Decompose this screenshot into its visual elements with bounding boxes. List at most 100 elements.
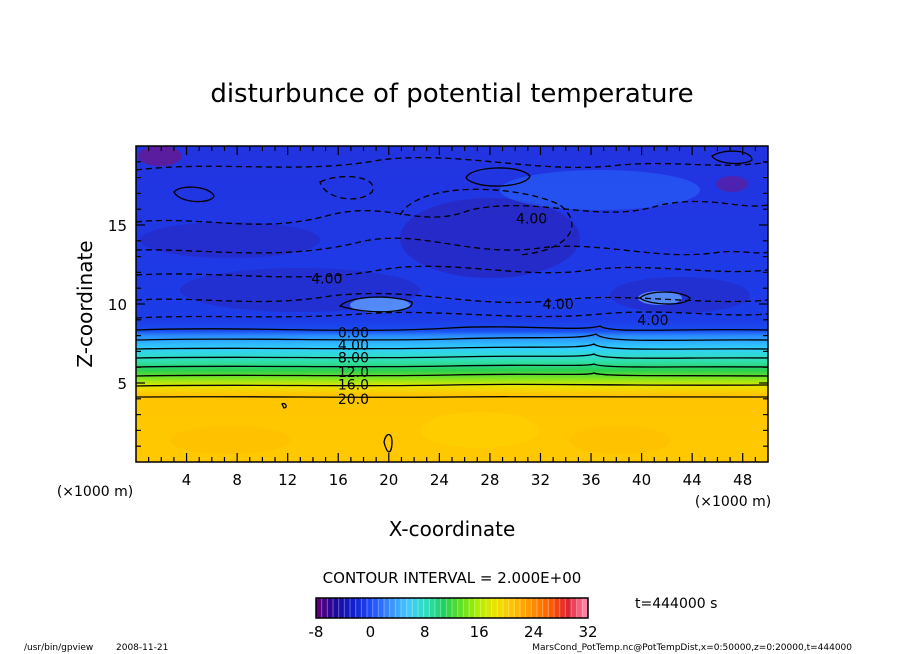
dashed-contours [136,156,768,319]
colorbar-swatch [350,598,357,618]
colorbar-swatch [418,598,425,618]
colorbar-tick-label: 24 [524,623,543,641]
field-patch [570,426,670,454]
colorbar-swatch [542,598,549,618]
colorbar-swatch [367,598,374,618]
colorbar-swatch [429,598,436,618]
colorbar-swatch [537,598,544,618]
colorbar-swatch [452,598,459,618]
colorbar-swatch [401,598,408,618]
colorbar-swatch [582,598,589,618]
contour-label: 8.00 [338,351,369,367]
footer-program: /usr/bin/gpview [24,643,93,653]
colorbar-swatch [321,598,328,618]
colorbar-swatch [525,598,532,618]
time-label: t=444000 s [635,596,717,612]
colorbar-swatch [440,598,447,618]
colorbar-swatch [446,598,453,618]
colorbar-swatch [333,598,340,618]
field-patch [610,277,750,313]
colorbar-swatch [486,598,493,618]
colorbar-swatch [435,598,442,618]
field-patch [170,426,290,454]
y-axis-title: Z-coordinate [73,240,97,367]
contour-label: 4.00 [543,297,574,313]
field-patch [716,176,748,192]
colorbar-swatch [327,598,334,618]
x-tick-label: 16 [329,471,348,489]
field-patch [500,170,700,210]
contour-label: 20.0 [338,392,369,408]
colorbar-swatch [406,598,413,618]
contour-label: 4.00 [338,338,369,354]
colorbar-tick-label: -8 [309,623,324,641]
colorbar-swatch [565,598,572,618]
contour-interval: CONTOUR INTERVAL = 2.000E+00 [323,569,582,587]
colorbar-swatch [576,598,583,618]
field-patch [420,412,540,448]
colorbar-swatch [384,598,391,618]
y-tick-label: 10 [108,296,127,314]
solid-contours [136,150,768,453]
colorbar-swatch [469,598,476,618]
colorbar-swatch [423,598,430,618]
x-axis-title: X-coordinate [389,517,516,541]
colorbar-swatch [508,598,515,618]
colorbar-swatch [497,598,504,618]
colorbar-ticks: -8 0 8 16 24 32 [309,623,598,641]
footer-date: 2008-11-21 [116,643,168,653]
colorbar-swatch [463,598,470,618]
colorbar-swatch [531,598,538,618]
contour-label: 4.00 [637,313,668,329]
contour-label: 4.00 [311,272,342,288]
colorbar-tick-label: 8 [420,623,430,641]
colorbar [315,597,589,619]
y-unit-label: (×1000 m) [57,484,133,500]
colorbar-tick-label: 0 [366,623,376,641]
colorbar-swatch [520,598,527,618]
x-axis: 4 8 12 16 20 24 28 32 36 40 44 48 [148,146,756,489]
colorbar-swatch [457,598,464,618]
colorbar-swatch [395,598,402,618]
colorbar-swatch [361,598,368,618]
colorbar-swatch [554,598,561,618]
colorbar-swatch [480,598,487,618]
x-tick-label: 40 [632,471,651,489]
colorbar-frame [315,597,589,619]
x-unit-label: (×1000 m) [695,494,771,510]
x-tick-label: 32 [531,471,550,489]
colorbar-swatch [344,598,351,618]
x-tick-label: 20 [379,471,398,489]
x-tick-label: 44 [683,471,702,489]
y-tick-label: 15 [108,217,127,235]
colorbar-swatch [412,598,419,618]
x-tick-label: 4 [182,471,192,489]
colorbar-swatch [338,598,345,618]
colorbar-swatch [571,598,578,618]
colorbar-swatch [548,598,555,618]
colorbar-swatch [514,598,521,618]
contour-label: 16.0 [338,378,369,394]
footer-source: MarsCond_PotTemp.nc@PotTempDist,x=0:5000… [532,643,852,653]
field-patch [350,297,410,313]
colorbar-swatch [378,598,385,618]
colorbar-tick-label: 16 [470,623,489,641]
contour-label: 0.00 [338,325,369,341]
chart-title: disturbunce of potential temperature [210,79,693,109]
y-axis: 5 10 15 [108,161,768,447]
colorbar-swatch [491,598,498,618]
contour-label: 12.0 [338,365,369,381]
x-tick-label: 28 [480,471,499,489]
field-patch [400,198,580,278]
colorbar-swatch [474,598,481,618]
colorbar-swatch [503,598,510,618]
colorbar-swatch [316,598,323,618]
contour-label: 4.00 [516,212,547,228]
x-tick-label: 24 [430,471,449,489]
x-tick-label: 36 [581,471,600,489]
colorbar-swatch [372,598,379,618]
field-patch [138,146,182,166]
